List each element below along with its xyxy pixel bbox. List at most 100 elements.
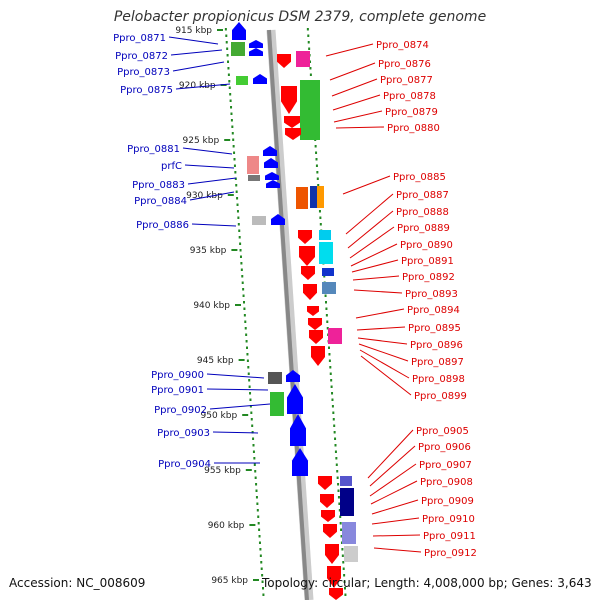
- right-gene-label: Ppro_0885: [393, 172, 446, 183]
- left-leader-line: [172, 61, 225, 72]
- reverse-gene-arrow: [298, 230, 312, 244]
- right-leader-line: [351, 259, 399, 273]
- right-leader-line: [355, 308, 405, 319]
- forward-gene-arrow: [249, 48, 263, 56]
- reverse-gene-arrow: [329, 588, 343, 600]
- right-gene-label: Ppro_0888: [396, 207, 449, 218]
- right-leader-line: [342, 175, 391, 195]
- backbone-line: [267, 29, 309, 600]
- left-leader-line: [206, 373, 265, 379]
- feature-block: [236, 76, 248, 85]
- forward-gene-arrow: [263, 146, 277, 156]
- right-gene-label: Ppro_0898: [412, 374, 465, 385]
- left-gene-label: Ppro_0903: [157, 428, 210, 439]
- right-leader-line: [325, 43, 374, 57]
- right-gene-label: Ppro_0876: [378, 59, 431, 70]
- right-leader-line: [353, 289, 403, 294]
- right-leader-line: [373, 547, 422, 553]
- feature-block: [231, 42, 245, 56]
- feature-block: [310, 186, 317, 208]
- scale-label: 925 kbp: [183, 136, 220, 146]
- left-gene-label: Ppro_0875: [120, 85, 173, 96]
- right-leader-line: [333, 110, 383, 123]
- right-leader-line: [367, 429, 414, 479]
- left-leader-line: [209, 403, 271, 410]
- forward-gene-arrow: [290, 414, 306, 446]
- left-gene-label: Ppro_0881: [127, 144, 180, 155]
- right-leader-line: [347, 210, 394, 249]
- right-gene-label: Ppro_0892: [402, 272, 455, 283]
- right-gene-label: Ppro_0880: [387, 123, 440, 134]
- right-gene-label: Ppro_0889: [397, 223, 450, 234]
- scale-label: 950 kbp: [201, 411, 238, 421]
- scale-label: 965 kbp: [211, 576, 248, 586]
- forward-gene-arrow: [253, 74, 267, 84]
- right-leader-line: [360, 355, 412, 396]
- scale-label: 935 kbp: [190, 246, 227, 256]
- feature-block: [322, 282, 336, 294]
- right-leader-line: [350, 243, 398, 267]
- reverse-gene-arrow: [323, 524, 337, 538]
- left-leader-line: [182, 147, 233, 155]
- right-leader-line: [370, 480, 418, 505]
- scale-label: 945 kbp: [197, 356, 234, 366]
- feature-block: [317, 186, 324, 208]
- accession-text: Accession: NC_008609: [9, 576, 146, 590]
- feature-block: [296, 187, 308, 209]
- reverse-gene-arrow: [327, 566, 341, 588]
- right-leader-line: [371, 499, 419, 515]
- feature-block: [319, 242, 333, 264]
- right-leader-line: [369, 445, 416, 487]
- reverse-gene-arrow: [311, 346, 325, 366]
- feature-block: [340, 476, 352, 486]
- left-gene-label: Ppro_0871: [113, 33, 166, 44]
- right-leader-line: [358, 343, 409, 362]
- reverse-gene-arrow: [309, 330, 323, 344]
- left-gene-label: prfC: [161, 161, 182, 172]
- left-leader-line: [189, 191, 235, 201]
- feature-block: [344, 546, 358, 562]
- right-leader-line: [329, 62, 376, 81]
- left-gene-label: Ppro_0900: [151, 370, 204, 381]
- reverse-gene-arrow: [318, 476, 332, 490]
- gene-arrows: [232, 22, 343, 600]
- left-leader-line: [191, 223, 237, 227]
- feature-block: [268, 372, 282, 384]
- scale-labels: 915 kbp 920 kbp 925 kbp 930 kbp 935 kbp 940 k…: [175, 26, 259, 586]
- feature-block: [340, 488, 354, 516]
- reverse-gene-arrow: [307, 306, 319, 316]
- forward-gene-arrow: [265, 172, 279, 180]
- reverse-gene-arrow: [308, 318, 322, 330]
- reverse-gene-arrow: [303, 284, 317, 300]
- right-gene-label: Ppro_0911: [423, 531, 476, 542]
- right-gene-label: Ppro_0912: [424, 548, 477, 559]
- right-gene-label: Ppro_0891: [401, 256, 454, 267]
- forward-gene-arrow: [271, 214, 285, 225]
- right-leader-line: [356, 326, 406, 331]
- forward-gene-arrow: [286, 370, 300, 382]
- scale-label: 955 kbp: [204, 466, 241, 476]
- forward-gene-arrow: [266, 180, 280, 188]
- right-gene-label: Ppro_0877: [380, 75, 433, 86]
- left-leader-line: [187, 177, 237, 185]
- right-leader-line: [335, 126, 385, 129]
- left-leader-line: [184, 164, 235, 169]
- reverse-gene-arrow: [284, 116, 300, 128]
- left-gene-label: Ppro_0904: [158, 459, 211, 470]
- right-gene-label: Ppro_0907: [419, 460, 472, 471]
- reverse-gene-arrow: [281, 86, 297, 114]
- left-gene-label: Ppro_0902: [154, 405, 207, 416]
- left-gene-label: Ppro_0884: [134, 196, 187, 207]
- scale-label: 930 kbp: [186, 191, 223, 201]
- right-leader-line: [345, 193, 394, 235]
- right-leader-line: [369, 463, 417, 497]
- left-gene-label: Ppro_0872: [115, 51, 168, 62]
- left-gene-label: Ppro_0901: [151, 385, 204, 396]
- right-gene-label: Ppro_0910: [422, 514, 475, 525]
- scale-label: 940 kbp: [193, 301, 230, 311]
- right-gene-label: Ppro_0896: [410, 340, 463, 351]
- feature-block: [319, 230, 331, 240]
- right-gene-label: Ppro_0897: [411, 357, 464, 368]
- left-gene-label: Ppro_0873: [117, 67, 170, 78]
- right-leader-line: [331, 78, 378, 97]
